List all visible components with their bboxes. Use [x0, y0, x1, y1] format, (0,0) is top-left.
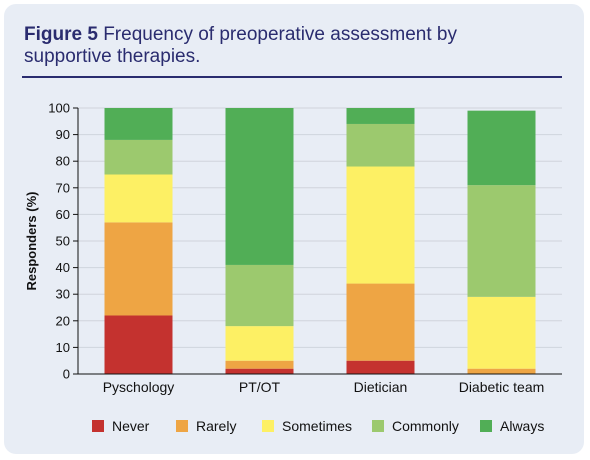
stacked-bar-chart: 0 10 20 30 40 50 60 70 80 90 100 Responders (%) Pysc… — [24, 101, 562, 395]
legend-label: Sometimes — [282, 418, 353, 434]
y-tick-label: 20 — [56, 313, 70, 328]
y-tick-label: 80 — [56, 154, 70, 169]
legend-item-never: Never — [92, 414, 149, 438]
y-axis-label: Responders (%) — [24, 192, 39, 291]
y-tick-label: 60 — [56, 207, 70, 222]
bar-segment-always — [467, 110, 536, 186]
bars — [104, 108, 536, 374]
bar-segment-rarely — [467, 368, 536, 374]
legend-swatch — [372, 420, 384, 432]
x-tick-label: Diabetic team — [459, 379, 545, 395]
legend-item-sometimes: Sometimes — [262, 414, 352, 438]
bar-segment-commonly — [346, 123, 415, 167]
legend-label: Always — [500, 418, 545, 434]
bar-segment-sometimes — [346, 166, 415, 284]
bar-segment-sometimes — [467, 296, 536, 369]
y-tick-label: 90 — [56, 127, 70, 142]
legend-item-commonly: Commonly — [372, 414, 459, 438]
bar-segment-never — [346, 360, 415, 374]
bar-segment-never — [104, 315, 173, 374]
bar-segment-rarely — [104, 222, 173, 316]
bar-segment-always — [225, 108, 294, 265]
bar-segment-sometimes — [225, 326, 294, 361]
legend-swatch — [92, 420, 104, 432]
legend-item-always: Always — [480, 414, 544, 438]
chart-legend: Never Rarely Sometimes Commonly Always — [0, 414, 590, 438]
legend-item-rarely: Rarely — [176, 414, 236, 438]
figure-title: Figure 5 Frequency of preoperative asses… — [24, 24, 544, 68]
figure-label: Figure 5 — [24, 24, 98, 45]
legend-label: Commonly — [392, 418, 459, 434]
axes: 0 10 20 30 40 50 60 70 80 90 100 Responders (%) Pysc… — [24, 101, 562, 395]
title-divider — [22, 76, 562, 78]
y-tick-label: 0 — [63, 367, 70, 382]
y-tick-label: 100 — [48, 101, 70, 116]
bar-segment-rarely — [346, 283, 415, 361]
bar-segment-never — [225, 368, 294, 374]
legend-label: Never — [112, 418, 150, 434]
bar-segment-commonly — [467, 185, 536, 297]
x-tick-label: Dietician — [354, 379, 408, 395]
x-tick-label: Pyschology — [103, 379, 175, 395]
legend-swatch — [262, 420, 274, 432]
y-tick-label: 70 — [56, 180, 70, 195]
y-tick-label: 30 — [56, 287, 70, 302]
legend-swatch — [480, 420, 492, 432]
figure-caption: Frequency of preoperative assessment by … — [24, 24, 457, 67]
bar-segment-always — [346, 108, 415, 124]
legend-label: Rarely — [196, 418, 237, 434]
bar-segment-always — [104, 108, 173, 140]
bar-segment-commonly — [104, 139, 173, 175]
y-tick-label: 10 — [56, 340, 70, 355]
y-tick-label: 50 — [56, 234, 70, 249]
y-tick-label: 40 — [56, 260, 70, 275]
x-tick-label: PT/OT — [239, 379, 281, 395]
bar-segment-sometimes — [104, 174, 173, 223]
bar-segment-commonly — [225, 264, 294, 327]
legend-swatch — [176, 420, 188, 432]
bar-segment-rarely — [225, 360, 294, 369]
